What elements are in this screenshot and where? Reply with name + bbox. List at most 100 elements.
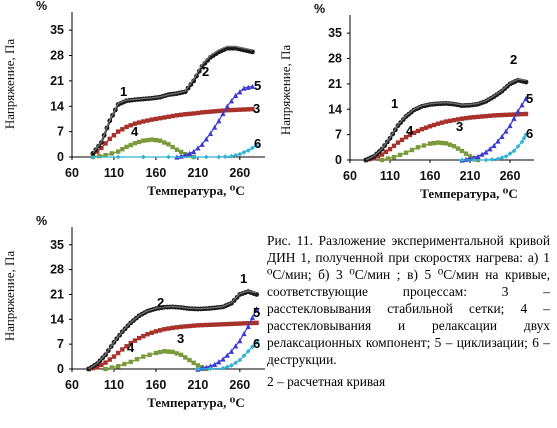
data-point-4: [191, 360, 196, 365]
data-point-3: [515, 112, 521, 117]
y-tick-label: 0: [335, 153, 342, 167]
data-point-4: [178, 149, 184, 155]
data-point-4: [463, 151, 469, 156]
data-point-3: [216, 322, 222, 327]
data-point-3: [183, 324, 188, 329]
y-tick-label: 7: [57, 125, 64, 139]
data-point-5: [503, 128, 509, 134]
data-point-4: [431, 140, 437, 146]
data-point-5: [186, 150, 193, 156]
data-point-4: [132, 141, 138, 146]
data-point-3: [507, 112, 513, 117]
y-tick-label: 35: [50, 23, 64, 37]
x-tick-label: 210: [460, 169, 481, 183]
data-point-4: [153, 350, 159, 356]
data-point-3: [204, 109, 209, 115]
data-point-4: [195, 363, 201, 368]
data-point-3: [375, 154, 381, 159]
data-point-3: [153, 116, 159, 122]
data-point-4: [134, 357, 140, 362]
data-point-4: [447, 142, 453, 147]
x-tick-label: 110: [104, 166, 124, 180]
data-point-3: [103, 141, 108, 146]
x-tick-label: 160: [145, 166, 166, 180]
data-point-3: [199, 110, 205, 115]
x-tick-label: 260: [229, 166, 250, 180]
data-point-5: [487, 146, 493, 152]
data-point-6: [229, 363, 234, 368]
series-line-5: [197, 308, 258, 370]
data-point-5: [203, 136, 209, 142]
data-point-4: [403, 150, 409, 155]
data-point-6: [233, 152, 239, 158]
data-point-3: [141, 333, 146, 339]
series-5: [195, 306, 260, 372]
data-point-6: [250, 145, 255, 151]
data-point-5: [212, 361, 218, 367]
data-point-3: [237, 321, 243, 326]
curve-label-5: 5: [254, 78, 261, 93]
data-point-3: [229, 107, 234, 113]
data-point-5: [220, 356, 226, 362]
curve-label-4: 4: [406, 123, 414, 138]
curve-label-6: 6: [254, 136, 261, 151]
data-point-3: [387, 146, 393, 152]
series-3: [363, 111, 529, 163]
series-line-2: [92, 45, 253, 154]
curve-label-3: 3: [456, 119, 463, 134]
data-point-6: [519, 139, 525, 145]
y-axis-label: Напряжение, Па: [2, 39, 17, 130]
data-point-3: [254, 320, 259, 326]
data-point-6: [241, 149, 247, 155]
data-point-3: [107, 136, 112, 142]
data-point-3: [503, 112, 509, 118]
data-point-4: [97, 153, 102, 159]
data-point-3: [162, 327, 167, 332]
data-point-4: [149, 137, 154, 142]
data-point-3: [250, 106, 255, 112]
data-point-3: [250, 320, 255, 326]
data-point-5: [483, 149, 489, 155]
series-2: [365, 78, 527, 161]
data-point-3: [519, 111, 525, 117]
data-point-3: [136, 120, 142, 125]
series-line-2: [88, 290, 257, 370]
data-point-5: [511, 115, 517, 121]
y-axis-label: Напряжение, Па: [278, 45, 293, 136]
data-point-6: [90, 154, 96, 160]
data-point-3: [120, 127, 125, 132]
series-line-5: [461, 98, 527, 161]
data-point-3: [195, 110, 201, 116]
data-point-3: [183, 112, 188, 117]
data-point-5: [254, 306, 260, 312]
data-point-3: [204, 322, 209, 328]
x-axis-label: Температура, ⁰С: [147, 183, 244, 198]
y-tick-label: 35: [328, 26, 342, 40]
data-point-3: [191, 323, 196, 328]
data-point-4: [183, 355, 188, 360]
data-point-4: [166, 142, 171, 147]
y-unit-mark: %: [314, 2, 325, 16]
y-tick-label: 7: [57, 337, 64, 351]
data-point-4: [397, 152, 403, 158]
data-point-3: [170, 325, 175, 331]
data-point-6: [495, 156, 501, 162]
data-point-5: [499, 133, 505, 140]
data-point-4: [379, 157, 385, 163]
data-point-3: [187, 323, 192, 329]
curve-label-3: 3: [253, 101, 260, 116]
data-point-4: [157, 138, 163, 143]
data-point-3: [395, 140, 401, 145]
data-point-3: [483, 113, 489, 119]
data-point-4: [178, 352, 184, 357]
series-line-2: [365, 78, 527, 161]
data-point-4: [128, 359, 133, 365]
data-point-5: [237, 338, 243, 344]
y-tick-label: 21: [328, 77, 342, 91]
curve-label-2: 2: [510, 52, 517, 67]
data-point-3: [499, 112, 505, 118]
data-point-5: [228, 98, 235, 104]
data-point-6: [216, 154, 222, 160]
